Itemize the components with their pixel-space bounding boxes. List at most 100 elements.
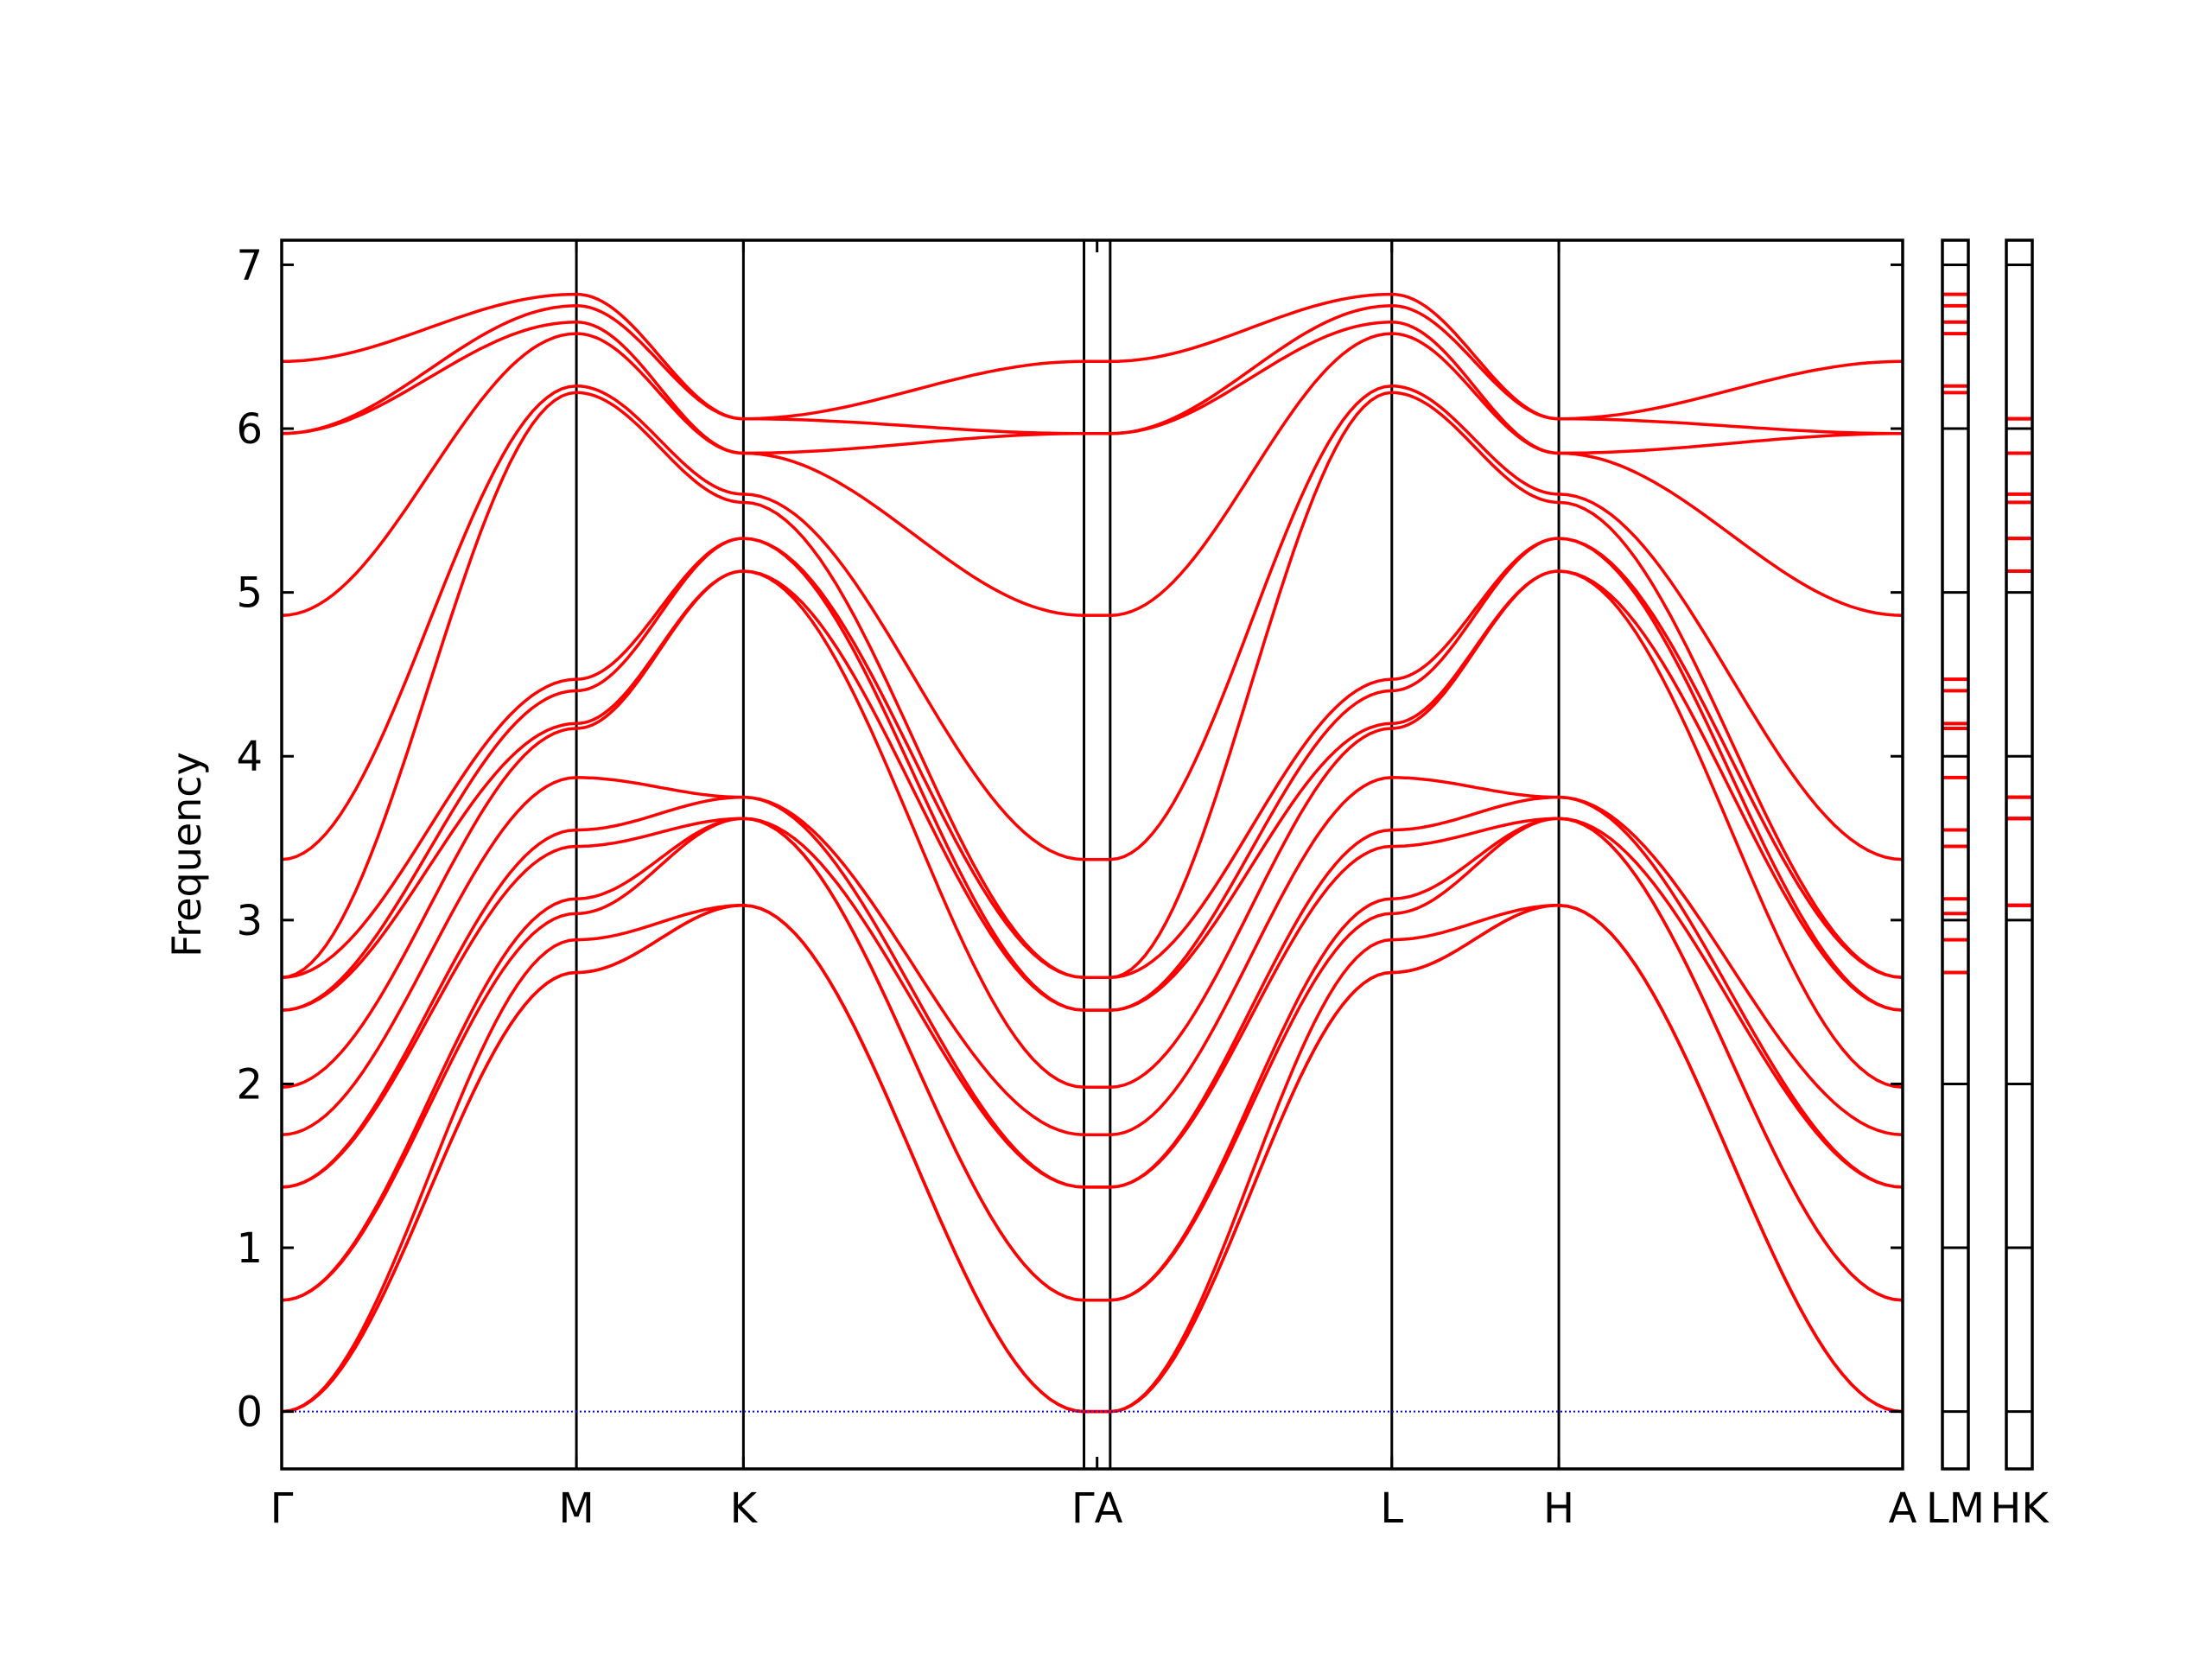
y-tick-label: 5 — [236, 569, 263, 618]
x-tick-label: H — [1543, 1484, 1574, 1533]
side-panel-lm: LM — [1926, 238, 1985, 1533]
band-line — [743, 451, 1084, 617]
band-line — [281, 304, 577, 435]
band-line — [1109, 689, 1392, 1012]
band-line — [281, 776, 577, 1136]
band-line — [743, 795, 1084, 1136]
band-line — [1391, 817, 1560, 849]
band-line — [1391, 904, 1560, 942]
band-line — [1391, 537, 1560, 681]
band-line — [743, 359, 1084, 421]
band-line — [281, 391, 577, 979]
x-tick-label: A — [1889, 1484, 1917, 1533]
band-line — [1559, 451, 1904, 617]
band-line — [281, 828, 577, 1189]
x-tick-label: K — [730, 1484, 759, 1533]
band-line — [1391, 321, 1560, 455]
side-panel-label: LM — [1926, 1484, 1985, 1533]
band-line — [1109, 332, 1392, 617]
side-panel-hk: HK — [1990, 238, 2050, 1533]
band-line — [743, 431, 1084, 455]
band-line — [576, 384, 744, 496]
side-panel-ticks — [1942, 263, 1968, 1414]
band-line — [743, 500, 1084, 979]
band-line — [1558, 569, 1904, 1089]
band-line — [281, 727, 577, 1089]
band-line — [281, 721, 577, 1012]
x-tick-label: ΓA — [1071, 1484, 1123, 1533]
band-line — [743, 493, 1084, 861]
y-axis-ticks: 0 1 2 3 4 5 6 7 — [236, 241, 1903, 1437]
band-line — [743, 817, 1084, 1302]
band-line — [1109, 391, 1393, 979]
main-plot-frame — [280, 238, 1904, 1471]
band-line — [1109, 776, 1392, 1136]
y-axis-label: Frequency — [163, 752, 210, 957]
band-line — [576, 537, 744, 681]
band-line — [743, 537, 1084, 979]
band-line — [1391, 795, 1560, 832]
band-line — [576, 292, 744, 421]
main-band-panel: 0 1 2 3 4 5 6 7 Γ M K ΓA L H A — [236, 238, 1917, 1533]
band-line — [1558, 500, 1904, 979]
band-line — [1558, 493, 1904, 861]
band-line — [1109, 304, 1392, 435]
band-line — [1391, 292, 1560, 421]
band-line — [1559, 416, 1903, 435]
band-line — [1391, 817, 1560, 900]
band-line — [1391, 391, 1560, 505]
band-line — [576, 391, 744, 505]
band-line — [1109, 384, 1392, 861]
x-tick-label: L — [1380, 1484, 1403, 1533]
band-line — [1558, 795, 1904, 1136]
band-line — [281, 332, 577, 617]
y-tick-label: 3 — [236, 897, 263, 945]
band-line — [1109, 828, 1392, 1189]
band-line — [1558, 537, 1904, 979]
band-line — [1391, 776, 1560, 799]
band-line — [743, 795, 1084, 1189]
band-series — [281, 292, 1904, 1414]
high-symmetry-lines — [575, 240, 1560, 1469]
band-line — [576, 817, 744, 900]
x-tick-label: M — [558, 1484, 594, 1533]
band-line — [281, 938, 577, 1414]
band-line — [1109, 721, 1392, 1012]
band-line — [576, 904, 744, 942]
band-line — [281, 677, 577, 979]
band-line — [1109, 938, 1392, 1414]
band-line — [576, 795, 744, 832]
band-line — [575, 569, 744, 726]
x-axis-ticks: Γ M K ΓA L H A — [270, 240, 1917, 1533]
side-panel-levels — [1942, 292, 1968, 975]
band-line — [743, 569, 1084, 1089]
band-line — [1109, 677, 1392, 979]
side-panel-frame — [2005, 238, 2034, 1471]
band-line — [1391, 569, 1560, 726]
band-line — [743, 904, 1084, 1414]
band-line — [743, 416, 1084, 435]
side-panel-label: HK — [1990, 1484, 2050, 1533]
band-line — [1391, 904, 1560, 975]
side-panel-levels — [2006, 416, 2032, 907]
band-line — [281, 689, 577, 1012]
band-line — [281, 292, 577, 364]
band-line — [576, 321, 744, 455]
band-line — [1558, 904, 1904, 1414]
band-line — [1558, 817, 1904, 1302]
band-line — [576, 776, 744, 799]
band-line — [281, 897, 577, 1302]
band-line — [1559, 359, 1904, 421]
side-panel-ticks — [2006, 263, 2032, 1414]
y-tick-label: 6 — [236, 405, 263, 454]
band-line — [1109, 727, 1392, 1089]
band-line — [1559, 431, 1904, 455]
band-line — [1558, 795, 1904, 1189]
y-tick-label: 0 — [236, 1389, 263, 1437]
band-line — [1558, 537, 1904, 1012]
band-line — [743, 537, 1084, 1012]
y-tick-label: 7 — [236, 241, 263, 289]
y-tick-label: 1 — [236, 1224, 263, 1273]
